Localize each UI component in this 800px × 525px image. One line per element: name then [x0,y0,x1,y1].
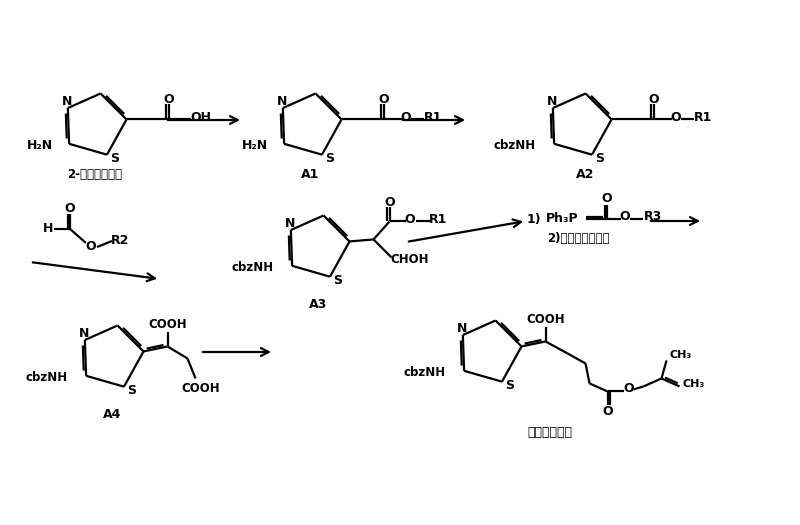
Text: cbzNH: cbzNH [232,261,274,274]
Text: O: O [86,240,96,254]
Text: R1: R1 [424,111,442,124]
Text: OH: OH [190,111,211,124]
Text: O: O [378,93,389,106]
Text: O: O [400,111,411,124]
Text: N: N [277,94,287,108]
Text: S: S [127,384,137,397]
Text: O: O [648,93,659,106]
Text: R3: R3 [644,211,662,224]
Text: CH₃: CH₃ [682,380,705,390]
Text: S: S [595,152,605,165]
Text: O: O [65,203,75,215]
Text: COOH: COOH [526,313,565,326]
Text: R1: R1 [694,111,713,124]
Text: cbzNH: cbzNH [404,366,446,379]
Text: H: H [43,223,53,236]
Text: N: N [62,94,72,108]
Text: S: S [110,152,119,165]
Text: S: S [506,379,514,392]
Text: H₂N: H₂N [242,139,268,152]
Text: O: O [602,193,612,205]
Text: COOH: COOH [148,318,187,331]
Text: N: N [546,94,557,108]
Text: O: O [623,382,634,395]
Text: A3: A3 [309,299,327,311]
Text: COOH: COOH [182,382,220,395]
Text: 2)氢氧化錢水溶液: 2)氢氧化錢水溶液 [546,233,610,246]
Text: 头孢布烯侧链: 头孢布烯侧链 [527,425,573,438]
Text: N: N [78,327,89,340]
Text: 1): 1) [526,213,542,226]
Text: H₂N: H₂N [27,139,53,152]
Text: 2-氨基噻唑乙酸: 2-氨基噻唑乙酸 [67,169,122,182]
Text: S: S [334,274,342,287]
Text: O: O [384,196,395,209]
Text: A4: A4 [103,408,121,422]
Text: R2: R2 [111,235,129,247]
Text: O: O [670,111,681,124]
Text: R1: R1 [430,213,448,226]
Text: A2: A2 [576,169,594,182]
Text: O: O [602,405,613,418]
Text: CH₃: CH₃ [670,351,692,361]
Text: O: O [163,93,174,106]
Text: Ph₃P: Ph₃P [546,213,578,226]
Text: cbzNH: cbzNH [26,371,68,384]
Text: CHOH: CHOH [390,253,429,266]
Text: N: N [285,216,295,229]
Text: A1: A1 [301,169,319,182]
Text: S: S [326,152,334,165]
Text: O: O [404,213,415,226]
Text: cbzNH: cbzNH [494,139,536,152]
Text: N: N [457,321,467,334]
Text: O: O [620,211,630,224]
